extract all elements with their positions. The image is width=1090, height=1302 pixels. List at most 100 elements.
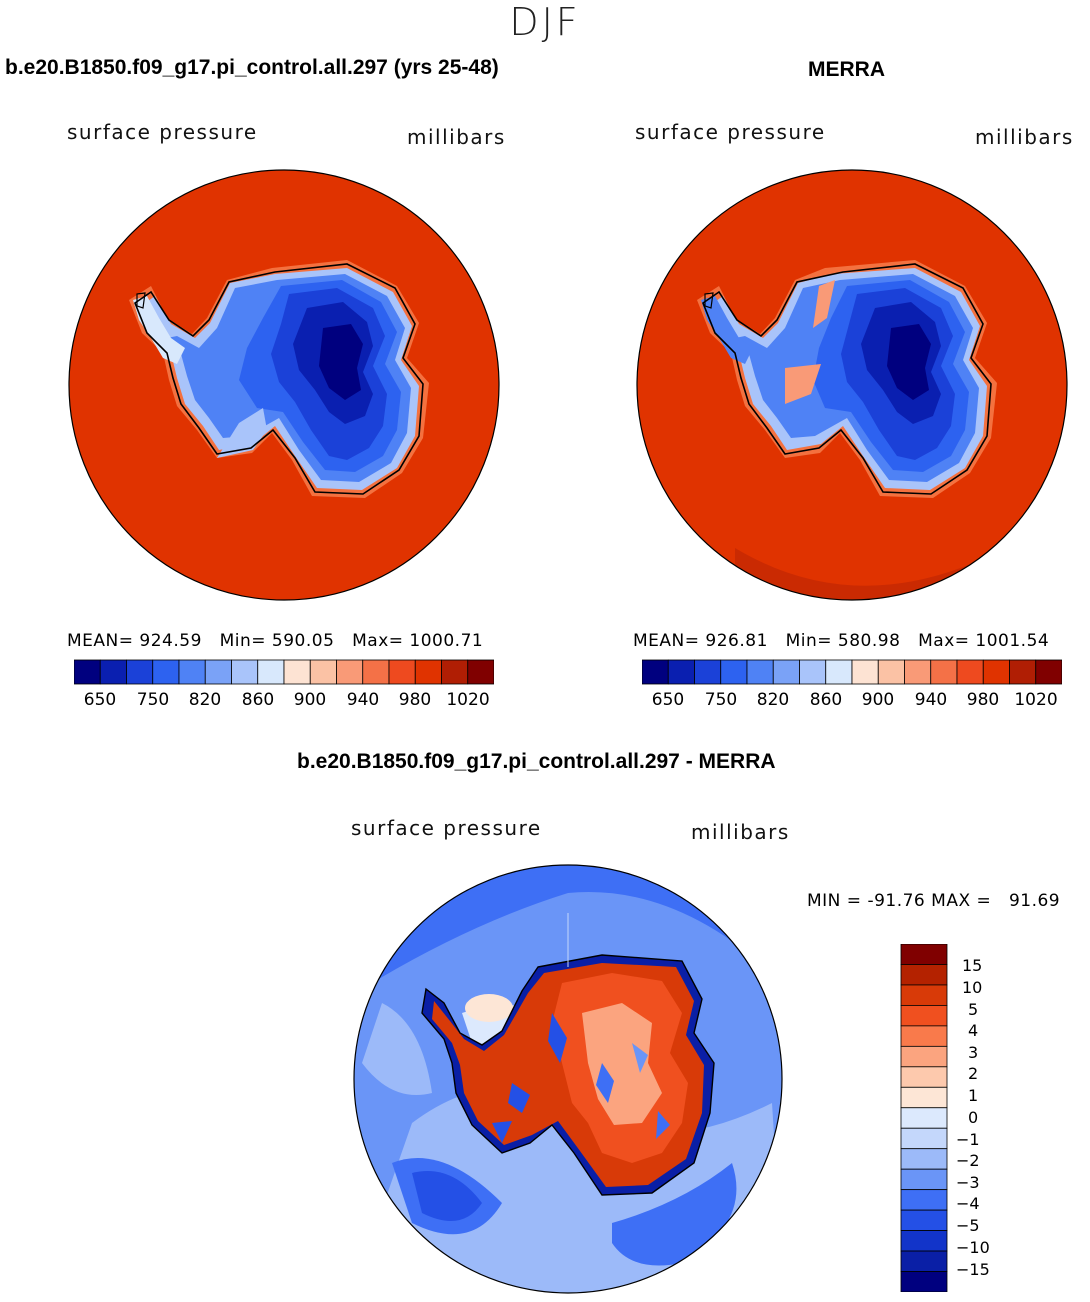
left-panel-title: b.e20.B1850.f09_g17.pi_control.all.297 (… [5,56,499,79]
right-panel-title: MERRA [808,58,885,81]
west-light [362,1003,432,1095]
colorbar-swatch [956,659,984,685]
right-tick-label: 1020 [1014,690,1058,710]
colorbar-swatch [900,1230,948,1252]
left-tick-label: 650 [83,690,117,710]
negative-streak [548,1013,567,1063]
colorbar-swatch [336,659,364,685]
season-title: DJF [509,0,581,44]
left-variable-label: surface pressure [67,120,258,144]
colorbar-swatch [362,659,390,685]
peninsula-high-core [465,994,513,1022]
right-tick-label: 940 [914,690,948,710]
colorbar-swatch [900,1168,948,1191]
colorbar-swatch [772,659,800,685]
ice-dome [887,324,931,400]
colorbar-swatch [900,944,948,965]
negative-streak [596,1063,614,1103]
colorbar-swatch [900,1189,948,1211]
colorbar-swatch [204,659,232,685]
colorbar-swatch [900,1025,948,1047]
diff-tick-label: −2 [956,1151,980,1170]
right-tick-label: 820 [756,690,790,710]
colorbar-swatch [74,659,101,685]
colorbar-swatch [388,659,416,685]
colorbar-swatch [904,659,932,685]
peninsula [701,296,753,364]
colorbar-swatch [900,1086,948,1109]
colorbar-swatch [694,659,722,685]
colorbar-swatch [152,659,180,685]
colorbar-swatch [900,1250,948,1272]
colorbar-swatch [900,1209,948,1231]
colorbar-swatch [126,659,154,685]
colorbar-swatch [825,659,853,685]
ice-dome [319,324,363,400]
weddell-warm [813,280,835,328]
colorbar-swatch [900,1107,948,1129]
colorbar-swatch [283,659,311,685]
left-tick-label: 1020 [446,690,490,710]
colorbar-swatch [799,659,827,685]
coastline [421,954,715,1196]
colorbar-swatch [900,984,948,1006]
diff-tick-label: −10 [956,1238,990,1257]
left-tick-label: 750 [136,690,170,710]
left-tick-label: 820 [188,690,222,710]
colorbar-swatch [667,659,695,685]
left-colorbar [74,659,494,685]
interior-warm [582,1003,662,1125]
diff-tick-label: 10 [962,978,983,997]
diff-tick-label: 3 [968,1043,979,1062]
diff-tick-label: −15 [956,1260,990,1279]
diff-tick-label: 15 [962,956,983,975]
peninsula [133,296,185,364]
colorbar-swatch [467,659,494,685]
colorbar-swatch [900,1148,948,1170]
right-tick-label: 980 [966,690,1000,710]
colorbar-swatch [178,659,206,685]
colorbar-swatch [877,659,905,685]
colorbar-swatch [900,1127,948,1150]
right-tick-label: 750 [704,690,738,710]
diff-map [353,864,783,1294]
colorbar-swatch [1009,659,1037,685]
map-border [353,864,783,1294]
diff-panel-title: b.e20.B1850.f09_g17.pi_control.all.297 -… [297,750,776,773]
diff-colorbar-ticks: 15 10 5 4 3 2 1 0 −1 −2 −3 −4 −5 −10 −15 [956,944,1026,1292]
colorbar-swatch [900,964,948,986]
map-border [68,169,500,601]
left-tick-label: 940 [346,690,380,710]
ross-shelf-warm [785,364,821,404]
diff-tick-label: 5 [968,1000,979,1019]
diff-tick-label: −3 [956,1173,980,1192]
right-tick-label: 860 [809,690,843,710]
diff-colorbar [900,944,948,1292]
colorbar-swatch [99,659,127,685]
island-outline [136,292,146,309]
right-map [636,169,1068,601]
right-stats: MEAN= 926.81 Min= 580.98 Max= 1001.54 [633,631,1050,651]
left-tick-label: 980 [398,690,432,710]
negative-streak [632,1043,648,1073]
colorbar-swatch [982,659,1010,685]
island-outline [704,292,714,309]
colorbar-swatch [900,1045,948,1068]
diff-tick-label: 1 [968,1086,979,1105]
diff-tick-label: −4 [956,1194,980,1213]
colorbar-swatch [900,1005,948,1027]
right-colorbar-ticks: 650 750 820 860 900 940 980 1020 [642,690,1062,712]
low-cell-core [412,1171,482,1221]
east-low [612,1163,737,1266]
colorbar-swatch [851,659,879,685]
diff-tick-label: −1 [956,1130,980,1149]
colorbar-swatch [930,659,958,685]
right-units-label: millibars [975,125,1074,149]
colorbar-swatch [309,659,337,685]
colorbar-swatch [720,659,748,685]
colorbar-swatch [441,659,469,685]
left-tick-label: 900 [293,690,327,710]
colorbar-swatch [231,659,259,685]
right-tick-label: 900 [861,690,895,710]
colorbar-swatch [900,1066,948,1088]
